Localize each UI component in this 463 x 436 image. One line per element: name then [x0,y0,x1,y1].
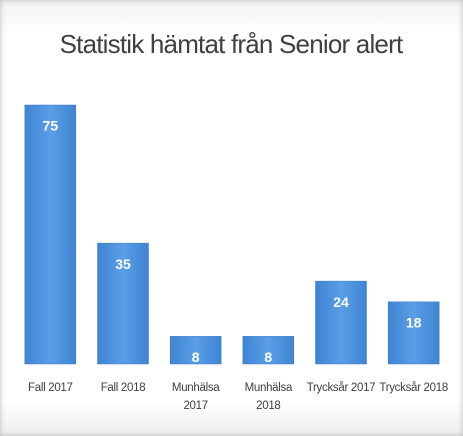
data-label: 8 [192,349,200,365]
data-label: 8 [264,349,272,365]
data-label: 75 [43,118,59,134]
bar [169,336,222,365]
data-label: 24 [333,294,349,310]
x-tick-label: Munhälsa 2017 [171,382,220,412]
bar [242,336,295,365]
bar [97,242,149,365]
x-tick-label: Fall 2017 [28,382,73,394]
bar [387,301,440,365]
x-tick-label: Trycksår 2017 [306,382,376,394]
x-tick-label: Munhälsa 2018 [244,382,293,412]
data-label: 18 [406,315,422,331]
x-tick-label: Fall 2018 [100,382,146,394]
chart-title: Statistik hämtat från Senior alert [60,29,404,59]
bar [315,280,367,365]
data-label: 35 [115,256,131,272]
bar [24,104,77,365]
x-tick-label: Trycksår 2018 [379,382,448,394]
